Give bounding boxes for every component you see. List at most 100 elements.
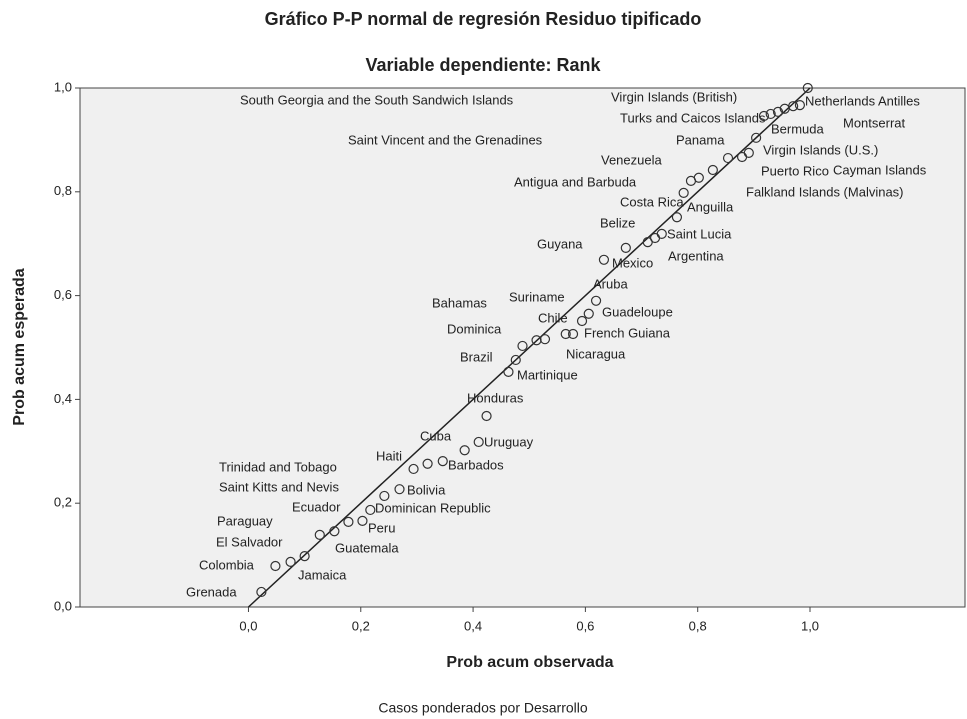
point-label: Cayman Islands: [833, 162, 927, 177]
point-label: Mexico: [612, 255, 653, 270]
point: [256, 586, 267, 598]
point-label: Bolivia: [407, 482, 446, 497]
point-label: Dominica: [447, 321, 502, 336]
point-label: Montserrat: [843, 115, 906, 130]
point: [678, 187, 689, 198]
y-tick-label: 0,8: [54, 183, 72, 198]
point-label: Puerto Rico: [761, 163, 829, 178]
point: [379, 490, 390, 502]
point: [357, 515, 368, 526]
point-label: Grenada: [186, 584, 237, 599]
point-label: Guadeloupe: [602, 304, 673, 319]
point: [459, 445, 470, 456]
point-label: Martinique: [517, 367, 578, 382]
point: [736, 151, 748, 163]
point: [779, 103, 790, 114]
point: [299, 551, 310, 562]
point-label: Belize: [600, 215, 635, 230]
point: [583, 308, 594, 319]
point-label: Virgin Islands (U.S.): [763, 142, 878, 157]
plot-area: [79, 87, 966, 608]
point: [560, 328, 571, 340]
point-label: Uruguay: [484, 434, 534, 449]
point-label: Trinidad and Tobago: [219, 459, 337, 474]
point-label: Virgin Islands (British): [611, 89, 737, 104]
point: [510, 354, 521, 366]
x-axis-title: Prob acum observada: [446, 654, 613, 671]
point: [590, 295, 602, 306]
point: [671, 212, 683, 223]
point-label: Barbados: [448, 457, 504, 472]
point: [481, 410, 492, 422]
point-label: Antigua and Barbuda: [514, 174, 637, 189]
point-label: Bahamas: [432, 295, 487, 310]
point: [531, 335, 542, 346]
point: [758, 110, 770, 122]
point: [503, 366, 514, 377]
point: [343, 516, 354, 527]
point-label: Turks and Caicos Islands: [620, 110, 766, 125]
point: [567, 328, 579, 340]
y-axis-title: Prob acum esperada: [11, 268, 28, 426]
point: [802, 82, 813, 94]
point: [285, 556, 296, 567]
point-label: Chile: [538, 310, 568, 325]
y-tick-label: 0,6: [54, 287, 72, 302]
x-tick-label: 0,2: [352, 618, 370, 633]
point: [620, 242, 631, 253]
chart-title: Gráfico P-P normal de regresión Residuo …: [265, 9, 702, 29]
point-label: Nicaragua: [566, 346, 626, 361]
point: [270, 560, 281, 572]
reference-line: [247, 87, 811, 608]
x-tick-label: 1,0: [801, 618, 819, 633]
point: [707, 164, 718, 176]
point: [365, 504, 376, 516]
point-label: Saint Vincent and the Grenadines: [348, 132, 543, 147]
point-label: Costa Rica: [620, 194, 684, 209]
point-label: Jamaica: [298, 567, 347, 582]
point-label: Colombia: [199, 557, 255, 572]
point-label: Suriname: [509, 289, 565, 304]
point-label: Brazil: [460, 349, 493, 364]
point-label: Cuba: [420, 428, 452, 443]
point-label: Paraguay: [217, 513, 273, 528]
point: [517, 340, 528, 352]
point-label: Bermuda: [771, 121, 825, 136]
point-label: French Guiana: [584, 325, 671, 340]
point-label: Haiti: [376, 448, 402, 463]
point: [722, 152, 734, 164]
point-label: Netherlands Antilles: [805, 93, 920, 108]
chart-subtitle: Variable dependiente: Rank: [365, 55, 601, 75]
point-label: Dominican Republic: [375, 500, 491, 515]
point-label: Aruba: [593, 276, 628, 291]
point-label: South Georgia and the South Sandwich Isl…: [240, 92, 514, 107]
y-tick-label: 1,0: [54, 79, 72, 94]
point: [751, 132, 762, 143]
point: [576, 315, 588, 327]
point: [685, 175, 697, 187]
x-tick-label: 0,4: [464, 618, 482, 633]
x-tick-label: 0,8: [689, 618, 707, 633]
point-label: Saint Lucia: [667, 226, 732, 241]
point-label: Honduras: [467, 390, 524, 405]
point: [422, 458, 433, 469]
point-label: Peru: [368, 520, 395, 535]
point-label: El Salvador: [216, 534, 283, 549]
point: [329, 526, 340, 537]
point: [408, 463, 419, 475]
point-label: Saint Kitts and Nevis: [219, 479, 339, 494]
point: [598, 254, 610, 265]
point-label: Venezuela: [601, 152, 662, 167]
point-label: Panama: [676, 132, 725, 147]
point-label: Ecuador: [292, 499, 341, 514]
x-tick-label: 0,0: [239, 618, 257, 633]
point: [437, 456, 448, 467]
footnote: Casos ponderados por Desarrollo: [378, 700, 588, 716]
point: [765, 108, 776, 120]
point: [314, 529, 325, 540]
y-tick-label: 0,0: [54, 598, 72, 613]
point: [394, 484, 405, 495]
y-tick-label: 0,4: [54, 391, 72, 406]
point-label: Guyana: [537, 236, 583, 251]
